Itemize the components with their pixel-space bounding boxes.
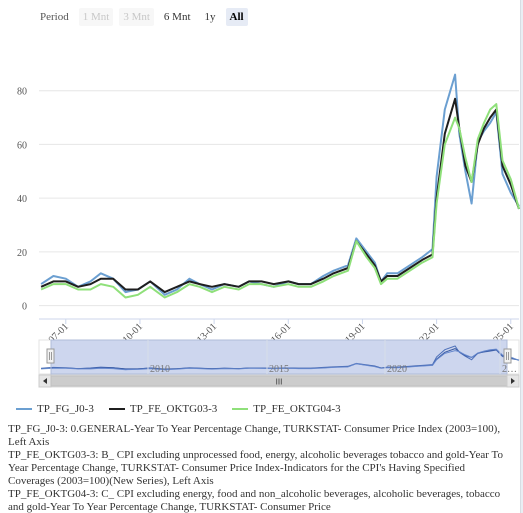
y-tick-label: 60	[17, 140, 27, 151]
series-description: TP_FE_OKTG04-3: C_ CPI excluding energy,…	[8, 488, 501, 513]
range-button-6-month[interactable]: 6 Mnt	[159, 8, 195, 26]
chart-grid	[39, 90, 519, 320]
series-description: TP_FG_J0-3: 0.GENERAL-Year To Year Perce…	[8, 423, 501, 448]
navigator-label: 2…	[502, 364, 517, 375]
legend-item-tp-fe-oktg04-3[interactable]: TP_FE_OKTG04-3	[232, 403, 341, 415]
legend-swatch-tp-fg-j0-3	[16, 408, 32, 410]
legend-label-tp-fe-oktg04-3: TP_FE_OKTG04-3	[253, 403, 341, 415]
series-descriptions: TP_FG_J0-3: 0.GENERAL-Year To Year Perce…	[8, 423, 513, 513]
navigator[interactable]: 2010 2015 2020 2…	[38, 339, 520, 375]
legend-swatch-tp-fe-oktg03-3	[108, 408, 125, 410]
navigator-series	[41, 345, 520, 371]
series-description: TP_FE_OKTG03-3: B_ CPI excluding unproce…	[8, 449, 503, 487]
series-line-tp-fe-oktg03-3[interactable]	[40, 97, 520, 294]
y-tick-label: 40	[17, 194, 27, 205]
navigator-label: 2020	[387, 364, 407, 375]
series-line-tp-fe-oktg04-3[interactable]	[40, 103, 520, 299]
legend-item-tp-fe-oktg03-3[interactable]: TP_FE_OKTG03-3	[108, 403, 218, 415]
series-group	[40, 73, 520, 299]
range-button-1-month: 1 Mnt	[78, 8, 114, 26]
range-selector-label: Period	[40, 11, 69, 23]
y-tick-label: 20	[17, 248, 27, 259]
navigator-handle-right[interactable]	[503, 348, 512, 364]
chart-legend: TP_FG_J0-3 TP_FE_OKTG03-3 TP_FE_OKTG04-3	[16, 402, 356, 416]
y-tick-label: 80	[17, 87, 27, 98]
scrollbar[interactable]: III	[38, 374, 520, 388]
navigator-handle-left[interactable]	[46, 348, 55, 364]
scrollbar-grip: III	[276, 378, 283, 387]
navigator-line	[41, 348, 520, 371]
chevron-left-icon	[43, 378, 47, 384]
legend-swatch-tp-fe-oktg04-3	[232, 408, 249, 410]
series-line-tp-fg-j0-3[interactable]	[40, 73, 520, 296]
y-tick-label: 0	[22, 302, 27, 313]
navigator-label: 2015	[269, 364, 289, 375]
navigator-labels: 2010 2015 2020 2…	[147, 340, 517, 375]
navigator-mask[interactable]	[50, 339, 508, 375]
legend-item-tp-fg-j0-3[interactable]: TP_FG_J0-3	[16, 403, 94, 415]
navigator-label: 2010	[150, 364, 170, 375]
legend-label-tp-fe-oktg03-3: TP_FE_OKTG03-3	[129, 403, 218, 415]
range-button-3-month: 3 Mnt	[119, 8, 154, 26]
legend-label-tp-fg-j0-3: TP_FG_J0-3	[37, 403, 94, 415]
range-button-1-year[interactable]: 1y	[200, 8, 220, 26]
range-selector: Period 1 Mnt 3 Mnt 6 Mnt 1y All	[40, 8, 254, 26]
range-button-all[interactable]: All	[225, 8, 248, 26]
chevron-right-icon	[511, 378, 515, 384]
y-axis: 0 20 40 60 80	[17, 87, 27, 313]
